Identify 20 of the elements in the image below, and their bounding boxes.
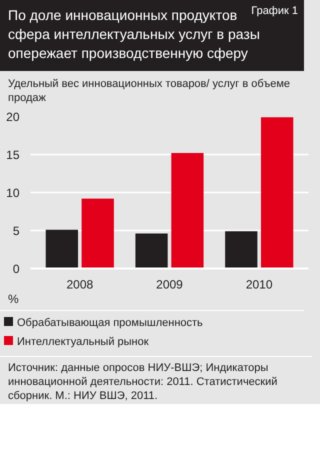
y-tick-label: 10 (6, 186, 20, 200)
bar (135, 234, 168, 269)
bar (225, 231, 258, 269)
y-tick-label: 20 (6, 110, 20, 124)
y-tick-label: 15 (6, 148, 20, 162)
text: График 1 (251, 4, 298, 19)
legend-label: Обрабатывающая промышленность (16, 316, 204, 332)
y-tick-label: 0 (12, 262, 20, 276)
bar (171, 153, 204, 269)
y-axis-title: % (0, 291, 304, 312)
legend-label: Интеллектуальный рынок (16, 334, 150, 350)
x-tick-label: 2009 (156, 278, 184, 292)
text: Источник: данные опросов НИУ-ВШЭ; Индикаторы инновационной деятельности: 2011. Статистический сборник. М.: НИУ ВШЭ, 2011. (0, 356, 304, 402)
chart-subtitle: Удельный вес инновационных товаров/ услуг в объеме продаж (0, 71, 304, 105)
x-tick-label: 2008 (66, 278, 94, 292)
x-tick-label: 2010 (246, 278, 273, 292)
y-tick-label: 5 (12, 224, 20, 238)
bar (46, 230, 78, 269)
bar (260, 117, 294, 269)
bar (82, 198, 114, 269)
